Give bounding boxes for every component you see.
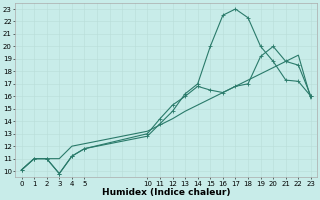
- X-axis label: Humidex (Indice chaleur): Humidex (Indice chaleur): [102, 188, 230, 197]
